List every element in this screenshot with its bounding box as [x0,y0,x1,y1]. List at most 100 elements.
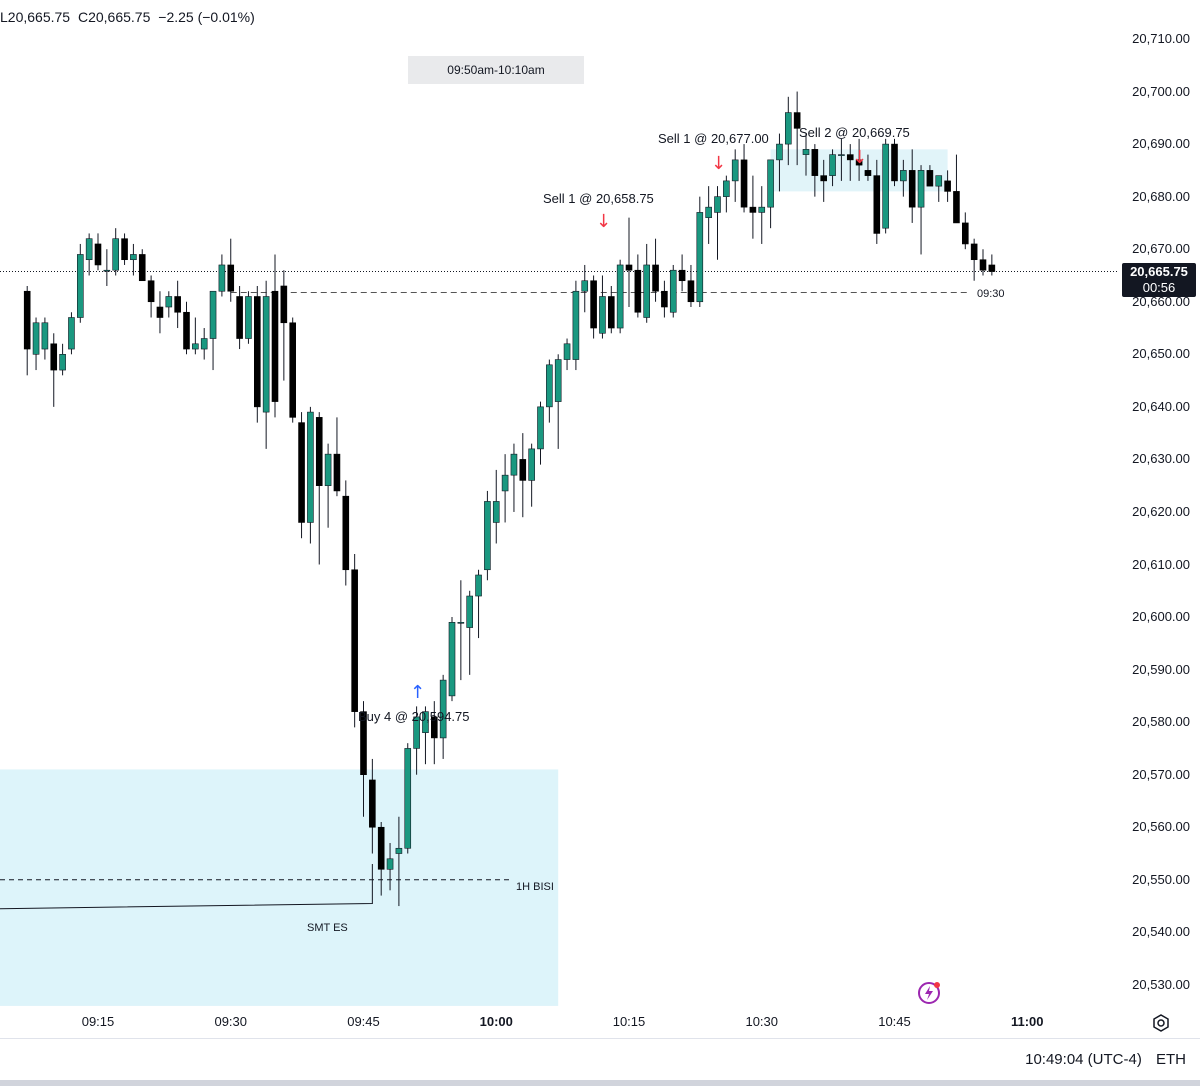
candle-body[interactable] [616,264,624,329]
candle-body[interactable] [448,622,456,697]
candle-body[interactable] [669,269,677,313]
candle-body[interactable] [749,206,757,213]
candle-body[interactable] [625,264,633,271]
candle-body[interactable] [944,180,951,192]
candle-body[interactable] [492,501,500,523]
candle-body[interactable] [130,254,137,261]
candle-body[interactable] [581,280,589,292]
candle-body[interactable] [546,364,553,408]
candle-body[interactable] [174,296,181,313]
candle-body[interactable] [501,474,509,492]
candle-body[interactable] [838,154,845,156]
candle-body[interactable] [85,238,93,261]
candle-body[interactable] [537,406,544,450]
candle-body[interactable] [68,317,75,350]
candle-body[interactable] [519,459,527,481]
candle-body[interactable] [298,422,305,523]
lightning-icon[interactable] [917,980,943,1006]
candle-body[interactable] [767,159,774,208]
candle-body[interactable] [793,112,801,129]
candle-body[interactable] [970,243,978,261]
candle-body[interactable] [607,296,615,329]
candle-body[interactable] [50,343,58,371]
candle-body[interactable] [882,143,889,229]
candle-body[interactable] [360,711,367,776]
candle-body[interactable] [315,417,323,486]
buy4-label[interactable]: Buy 4 @ 20,594.75 [358,709,470,724]
candle-body[interactable] [404,748,412,849]
candle-body[interactable] [245,296,252,339]
candle-body[interactable] [430,716,438,739]
candle-body[interactable] [758,206,766,213]
candle-body[interactable] [59,353,66,371]
candle-body[interactable] [457,622,465,624]
candle-body[interactable] [183,311,190,350]
sell2-label[interactable]: Sell 2 @ 20,669.75 [799,125,910,140]
candle-body[interactable] [873,175,881,234]
candle-body[interactable] [687,280,695,303]
candle-body[interactable] [121,238,128,261]
candle-body[interactable] [855,159,863,166]
session-label[interactable]: 09:50am-10:10am [408,56,584,84]
candle-body[interactable] [784,112,792,145]
candle-body[interactable] [528,448,535,481]
candle-body[interactable] [935,175,943,187]
candle-body[interactable] [678,269,686,282]
candle-body[interactable] [731,159,739,182]
candle-body[interactable] [714,196,721,213]
candle-body[interactable] [475,574,482,597]
candle-body[interactable] [900,170,907,182]
candle-body[interactable] [776,143,783,161]
candle-body[interactable] [200,338,208,350]
candle-body[interactable] [439,679,447,739]
candle-body[interactable] [554,359,562,402]
footer-clock[interactable]: 10:49:04 (UTC-4) ETH [1025,1051,1186,1068]
candle-body[interactable] [413,716,420,749]
candle-body[interactable] [846,154,854,161]
candle-body[interactable] [262,296,270,413]
candle-body[interactable] [484,501,491,571]
sell1a-label[interactable]: Sell 1 @ 20,658.75 [543,191,654,206]
candle-body[interactable] [422,711,429,733]
candle-body[interactable] [351,569,358,712]
candle-body[interactable] [723,180,730,197]
candle-body[interactable] [643,264,651,318]
candle-body[interactable] [254,296,261,408]
candle-body[interactable] [891,143,898,182]
candle-body[interactable] [696,212,704,303]
candle-body[interactable] [342,495,350,571]
candle-body[interactable] [147,280,155,303]
candle-body[interactable] [138,254,146,282]
candle-body[interactable] [156,306,164,318]
candle-body[interactable] [23,290,31,350]
candle-body[interactable] [864,170,872,176]
candle-body[interactable] [811,149,819,176]
candle-body[interactable] [661,290,668,308]
candle-body[interactable] [165,296,173,308]
candle-body[interactable] [369,779,376,828]
candle-body[interactable] [599,296,606,334]
candle-body[interactable] [908,170,916,208]
candle-body[interactable] [926,170,934,187]
candle-body[interactable] [94,243,102,266]
candle-body[interactable] [386,858,394,870]
candle-body[interactable] [289,322,297,418]
candle-body[interactable] [705,206,712,218]
candle-body[interactable] [590,280,597,329]
candle-body[interactable] [652,264,659,292]
candle-body[interactable] [917,170,925,208]
candle-body[interactable] [112,238,119,271]
candle-body[interactable] [41,322,49,350]
candle-body[interactable] [563,343,571,360]
candle-body[interactable] [802,149,810,155]
candle-body[interactable] [192,343,199,350]
candle-body[interactable] [634,269,642,313]
candle-body[interactable] [572,290,580,360]
candle-body[interactable] [227,264,235,292]
candle-body[interactable] [979,259,987,271]
candle-body[interactable] [953,191,960,224]
sell1b-label[interactable]: Sell 1 @ 20,677.00 [658,131,769,146]
candle-body[interactable] [209,290,217,339]
candle-body[interactable] [740,159,748,208]
